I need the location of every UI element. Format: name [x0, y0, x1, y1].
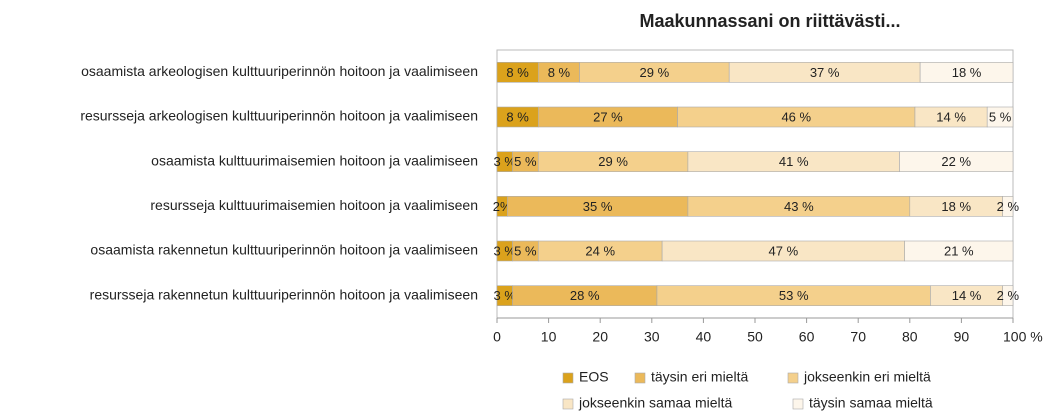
data-label: 22 % [941, 154, 971, 169]
data-label: 18 % [952, 65, 982, 80]
data-label: 3 % [494, 154, 517, 169]
data-label: 28 % [570, 288, 600, 303]
chart-title: Maakunnassani on riittävästi... [639, 11, 900, 31]
data-label: 37 % [810, 65, 840, 80]
x-tick-label: 30 [644, 329, 660, 345]
data-label: 53 % [779, 288, 809, 303]
category-label: osaamista arkeologisen kulttuuriperinnön… [81, 63, 478, 79]
x-tick-label: 50 [747, 329, 763, 345]
data-label: 24 % [585, 243, 615, 258]
legend-label: EOS [579, 369, 609, 385]
data-label: 43 % [784, 199, 814, 214]
x-tick-label: 0 [493, 329, 501, 345]
bar-segment [904, 240, 1014, 262]
data-label: 8 % [506, 109, 529, 124]
data-label: 5 % [989, 109, 1012, 124]
bar-segment [899, 151, 1014, 172]
x-tick-label: 20 [592, 329, 608, 345]
legend-label: täysin samaa mieltä [809, 395, 933, 411]
bar-segment [986, 106, 1014, 128]
x-tick-label: 80 [902, 329, 918, 345]
category-label: osaamista rakennetun kulttuuriperinnön h… [90, 242, 478, 258]
category-label: resursseja kulttuurimaisemien hoitoon ja… [150, 197, 478, 213]
data-label: 27 % [593, 109, 623, 124]
data-label: 29 % [640, 65, 670, 80]
bar-segment [1002, 196, 1014, 217]
data-label: 41 % [779, 154, 809, 169]
data-label: 21 % [944, 243, 974, 258]
legend-swatch [562, 372, 574, 384]
data-label: 2 % [997, 199, 1020, 214]
legend-swatch [792, 398, 804, 410]
data-label: 5 % [514, 154, 537, 169]
data-label: 47 % [769, 243, 799, 258]
data-label: 29 % [598, 154, 628, 169]
plot-frame [496, 49, 1014, 319]
legend-swatch [562, 398, 574, 410]
data-label: 46 % [781, 109, 811, 124]
x-tick-label: 60 [799, 329, 815, 345]
data-label: 3 % [494, 243, 517, 258]
bar-segment [919, 62, 1014, 83]
category-label: resursseja arkeologisen kulttuuriperinnö… [80, 108, 478, 124]
data-label: 2 % [997, 288, 1020, 303]
x-tick-label: 100 % [1003, 329, 1043, 345]
data-label: 3 % [494, 288, 517, 303]
x-tick-label: 40 [696, 329, 712, 345]
bar-segment [1002, 285, 1014, 306]
legend-swatch [634, 372, 646, 384]
legend-label: jokseenkin eri mieltä [803, 369, 931, 385]
data-label: 35 % [583, 199, 613, 214]
x-tick-label: 90 [954, 329, 970, 345]
legend-swatch [787, 372, 799, 384]
data-label: 5 % [514, 243, 537, 258]
category-label: resursseja rakennetun kulttuuriperinnön … [90, 286, 478, 302]
data-label: 14 % [936, 109, 966, 124]
data-label: 8 % [548, 65, 571, 80]
category-label: osaamista kulttuurimaisemien hoitoon ja … [151, 152, 478, 168]
legend-label: jokseenkin samaa mieltä [578, 395, 733, 411]
data-label: 8 % [506, 65, 529, 80]
data-label: 14 % [952, 288, 982, 303]
data-label: 18 % [941, 199, 971, 214]
x-tick-label: 10 [541, 329, 557, 345]
x-tick-label: 70 [850, 329, 866, 345]
legend-label: täysin eri mieltä [651, 369, 748, 385]
